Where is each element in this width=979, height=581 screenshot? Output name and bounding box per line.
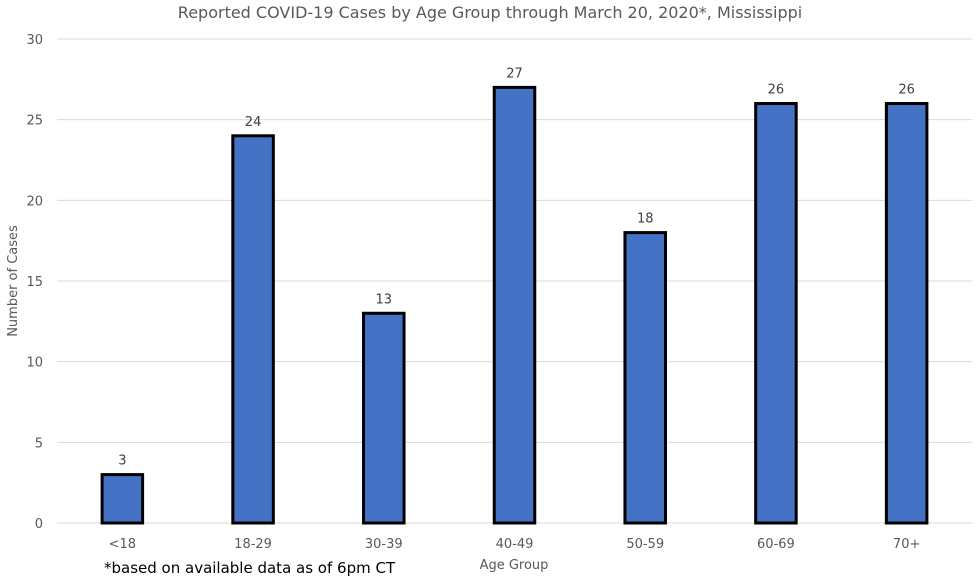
data-label: 3 (118, 454, 126, 469)
data-label: 24 (245, 115, 262, 130)
x-tick-label: 18-29 (234, 537, 272, 552)
bar (754, 102, 798, 525)
bar (231, 134, 275, 525)
y-axis-title: Number of Cases (6, 225, 21, 337)
data-label: 13 (376, 292, 393, 307)
data-label: 26 (768, 83, 785, 98)
y-tick-label: 25 (26, 114, 43, 129)
data-labels: 3 24 13 27 18 26 26 (118, 66, 915, 468)
x-tick-label: 70+ (893, 537, 920, 552)
y-tick-label: 15 (26, 275, 43, 290)
x-axis-title: Age Group (480, 558, 549, 573)
bar (884, 102, 929, 525)
bars (100, 85, 929, 525)
bar (492, 85, 537, 525)
chart-title: Reported COVID-19 Cases by Age Group thr… (178, 3, 802, 22)
data-label: 18 (637, 212, 654, 227)
x-tick-label: 50-59 (626, 537, 664, 552)
x-tick-label: 40-49 (496, 537, 534, 552)
y-tick-label: 20 (26, 194, 43, 209)
footnote: *based on available data as of 6pm CT (104, 559, 396, 577)
data-label: 26 (898, 83, 915, 98)
bar (100, 473, 145, 525)
bar (623, 231, 667, 525)
data-label: 27 (506, 66, 523, 81)
x-axis-ticks: <18 18-29 30-39 40-49 50-59 60-69 70+ (109, 537, 921, 552)
y-axis-ticks: 0 5 10 15 20 25 30 (26, 33, 43, 532)
y-tick-label: 10 (26, 356, 43, 371)
x-tick-label: 30-39 (365, 537, 403, 552)
bar (362, 311, 406, 525)
y-tick-label: 0 (35, 517, 43, 532)
x-tick-label: 60-69 (757, 537, 795, 552)
y-tick-label: 5 (35, 436, 43, 451)
y-tick-label: 30 (26, 33, 43, 48)
x-tick-label: <18 (109, 537, 136, 552)
